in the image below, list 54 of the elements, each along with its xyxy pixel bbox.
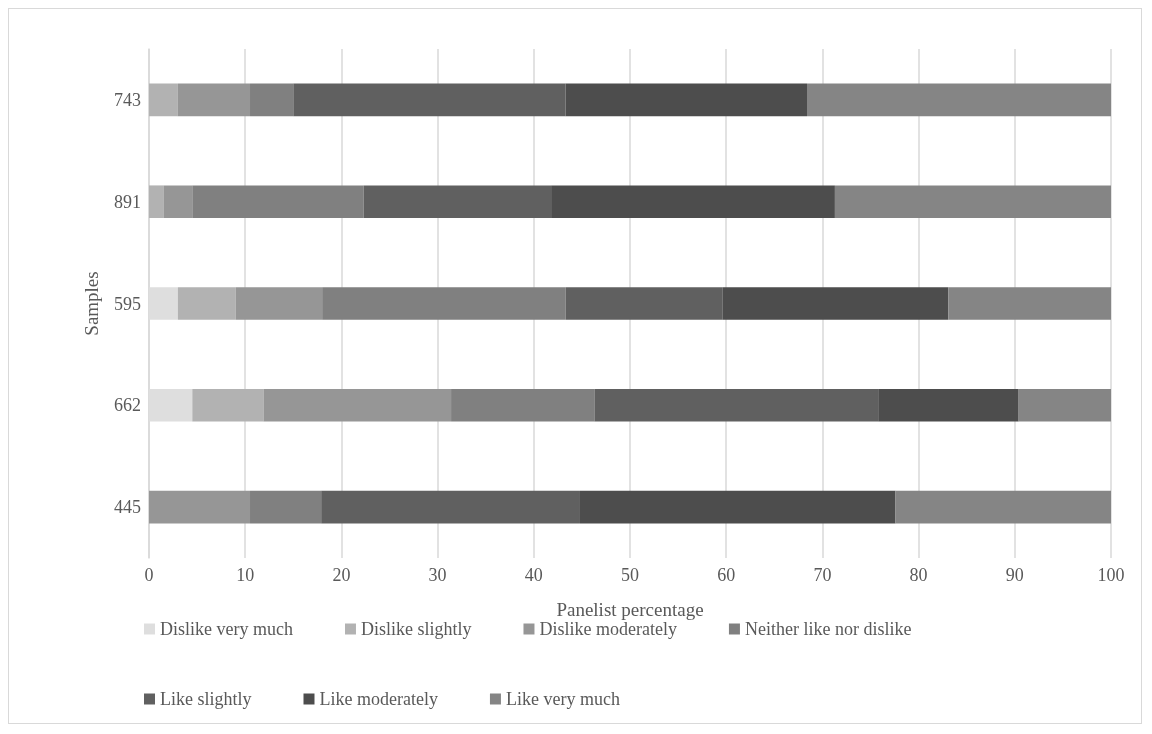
- x-tick-label: 20: [332, 565, 351, 585]
- x-tick-label: 0: [144, 565, 154, 585]
- bar: [263, 389, 452, 422]
- bar: [177, 287, 236, 320]
- y-tick-label: 445: [114, 497, 141, 518]
- bar: [250, 490, 322, 524]
- x-tick-label: 100: [1097, 565, 1125, 585]
- x-tick-label: 30: [428, 565, 447, 585]
- legend-label: Like slightly: [160, 689, 252, 709]
- legend-label: Like very much: [505, 689, 620, 709]
- bar: [1018, 389, 1111, 422]
- x-axis-title: Panelist percentage: [556, 599, 704, 620]
- bar: [149, 83, 178, 117]
- bar: [192, 389, 264, 422]
- y-axis-title: Samples: [81, 271, 102, 336]
- bar: [163, 185, 193, 218]
- bar: [594, 389, 879, 422]
- y-tick-label: 595: [114, 293, 141, 314]
- bar: [551, 185, 835, 218]
- bar: [192, 185, 364, 218]
- legend-label: Dislike very much: [160, 619, 293, 639]
- y-tick-label: 662: [114, 395, 141, 416]
- x-tick-label: 90: [1005, 565, 1024, 585]
- legend-label: Neither like nor dislike: [744, 619, 912, 639]
- x-tick-label: 50: [621, 565, 639, 585]
- bar: [149, 490, 251, 524]
- bar: [451, 389, 595, 422]
- y-tick-label: 743: [114, 89, 141, 110]
- x-tick-label: 60: [717, 565, 736, 585]
- bar: [293, 83, 566, 117]
- bar: [321, 490, 580, 524]
- bar: [565, 287, 723, 320]
- bar: [895, 490, 1111, 524]
- x-tick-label: 80: [909, 565, 928, 585]
- bar: [878, 389, 1019, 422]
- bar: [235, 287, 323, 320]
- bar: [722, 287, 949, 320]
- bar: [579, 490, 896, 524]
- x-tick-label: 40: [524, 565, 543, 585]
- legend-label: Dislike moderately: [539, 619, 677, 639]
- bar: [322, 287, 566, 320]
- bar: [177, 83, 251, 117]
- bar: [565, 83, 808, 117]
- bar: [250, 83, 294, 117]
- bar: [834, 185, 1111, 218]
- bar: [948, 287, 1111, 320]
- x-tick-label: 10: [236, 565, 255, 585]
- legend-label: Like moderately: [319, 689, 438, 709]
- bar: [363, 185, 552, 218]
- y-tick-label: 891: [114, 191, 141, 212]
- legend-label: Dislike slightly: [360, 619, 472, 639]
- bar: [149, 185, 164, 218]
- bar: [807, 83, 1111, 117]
- x-tick-label: 70: [813, 565, 832, 585]
